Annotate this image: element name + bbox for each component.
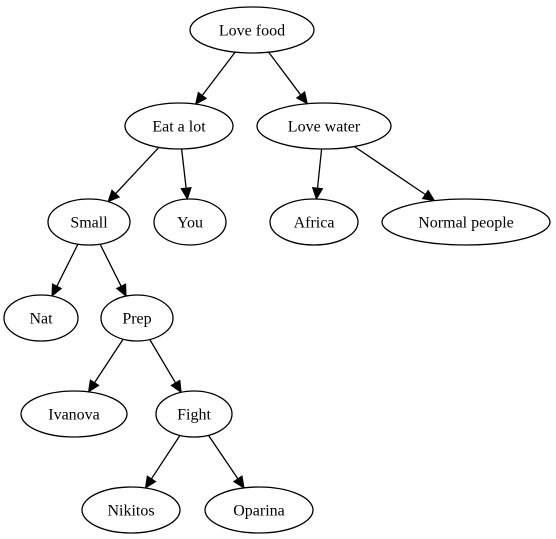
edge-line xyxy=(268,51,302,96)
edge-small-to-prep xyxy=(99,243,127,298)
node-label: Nat xyxy=(29,311,53,328)
edge-line xyxy=(316,148,323,189)
node-ellipse xyxy=(153,198,227,246)
arrowhead xyxy=(144,475,157,490)
arrowhead xyxy=(170,379,182,394)
node-label: Ivanova xyxy=(48,407,100,424)
edge-line xyxy=(180,148,187,189)
edge-line xyxy=(353,145,426,196)
edge-love-water-to-africa xyxy=(311,148,324,201)
node-ellipse xyxy=(3,294,79,342)
edge-fight-to-oparina xyxy=(207,434,245,489)
node-label: Love food xyxy=(219,23,285,40)
node-ellipse xyxy=(155,390,233,438)
node-nat: Nat xyxy=(3,294,79,342)
edge-eat-a-lot-to-you xyxy=(180,148,192,201)
edge-line xyxy=(149,339,177,384)
node-africa: Africa xyxy=(269,198,359,246)
node-ellipse xyxy=(47,198,131,246)
arrowhead xyxy=(115,283,127,298)
edges xyxy=(51,51,436,490)
arrowhead xyxy=(311,186,324,201)
arrowhead xyxy=(87,379,100,393)
node-label: Eat a lot xyxy=(152,119,206,136)
arrowhead xyxy=(232,475,245,489)
edge-line xyxy=(56,243,79,287)
edge-line xyxy=(94,338,124,384)
node-label: Love water xyxy=(288,119,361,136)
node-ellipse xyxy=(204,486,314,534)
arrowhead xyxy=(421,189,436,202)
node-ellipse xyxy=(81,486,181,534)
edge-line xyxy=(207,434,239,480)
node-ellipse xyxy=(100,294,174,342)
node-ellipse xyxy=(124,102,234,150)
edge-line xyxy=(150,435,181,480)
arrowhead xyxy=(194,91,208,106)
edge-love-food-to-eat-a-lot xyxy=(194,51,236,106)
node-label: Nikitos xyxy=(107,503,154,520)
edge-line xyxy=(115,146,160,195)
edge-prep-to-fight xyxy=(149,339,182,394)
node-you: You xyxy=(153,198,227,246)
node-label: You xyxy=(177,215,203,232)
node-ivanova: Ivanova xyxy=(20,390,128,438)
edge-prep-to-ivanova xyxy=(87,338,124,393)
arrowhead xyxy=(180,186,192,201)
arrowhead xyxy=(51,283,63,298)
node-label: Fight xyxy=(177,407,211,424)
node-love-water: Love water xyxy=(256,102,392,150)
node-label: Prep xyxy=(122,311,151,328)
node-label: Oparina xyxy=(233,503,285,520)
node-label: Normal people xyxy=(418,215,514,232)
edge-line xyxy=(201,51,236,96)
node-fight: Fight xyxy=(155,390,233,438)
edge-line xyxy=(99,243,122,287)
node-label: Small xyxy=(70,215,108,232)
node-ellipse xyxy=(20,390,128,438)
node-ellipse xyxy=(269,198,359,246)
arrowhead xyxy=(295,91,309,105)
node-normal-people: Normal people xyxy=(381,198,551,246)
node-prep: Prep xyxy=(100,294,174,342)
node-love-food: Love food xyxy=(189,6,315,54)
node-ellipse xyxy=(256,102,392,150)
arrowhead xyxy=(107,189,121,203)
node-eat-a-lot: Eat a lot xyxy=(124,102,234,150)
edge-love-water-to-normal-people xyxy=(353,145,436,202)
edge-fight-to-nikitos xyxy=(144,435,181,490)
node-oparina: Oparina xyxy=(204,486,314,534)
node-nikitos: Nikitos xyxy=(81,486,181,534)
edge-eat-a-lot-to-small xyxy=(107,146,160,203)
nodes: Love food Eat a lot Love water Small You Afri… xyxy=(3,6,551,534)
edge-small-to-nat xyxy=(51,243,79,298)
node-small: Small xyxy=(47,198,131,246)
node-label: Africa xyxy=(294,215,335,232)
node-ellipse xyxy=(381,198,551,246)
edge-love-food-to-love-water xyxy=(268,51,309,105)
node-ellipse xyxy=(189,6,315,54)
